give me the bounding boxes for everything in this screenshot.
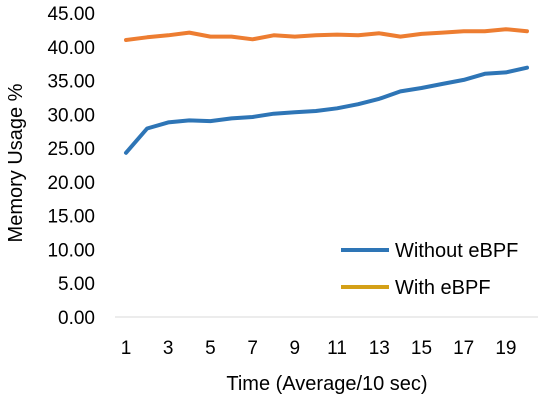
series-lines [124, 27, 529, 155]
x-tick-label: 1 [121, 338, 132, 359]
x-tick-label: 3 [163, 338, 174, 359]
x-tick-label: 19 [495, 338, 516, 359]
series-line-with-ebpf [124, 27, 529, 42]
y-tick-label: 10.00 [47, 240, 95, 261]
y-tick-label: 40.00 [47, 38, 95, 59]
y-tick-label: 15.00 [47, 207, 95, 228]
x-tick-label: 5 [205, 338, 216, 359]
x-tick-label: 11 [327, 338, 347, 359]
x-tick-label: 17 [453, 338, 474, 359]
x-tick-label: 9 [290, 338, 301, 359]
legend-label: With eBPF [395, 277, 491, 299]
x-axis-ticks: 1 3 5 7 9 11 13 15 17 19 [121, 338, 517, 359]
series-line-without-ebpf [124, 65, 529, 155]
y-tick-label: 45.00 [47, 4, 95, 25]
x-tick-label: 13 [369, 338, 390, 359]
x-tick-label: 15 [411, 338, 432, 359]
y-axis-title: Memory Usage % [5, 83, 27, 242]
y-tick-label: 35.00 [47, 72, 95, 93]
y-tick-label: 30.00 [47, 105, 95, 126]
y-tick-label: 20.00 [47, 173, 95, 194]
y-tick-label: 25.00 [47, 139, 95, 160]
y-axis-ticks: 0.00 5.00 10.00 15.00 20.00 25.00 30.00 35.00 40… [47, 4, 95, 329]
legend: Without eBPF With eBPF [341, 240, 518, 299]
y-tick-label: 0.00 [58, 308, 95, 329]
y-tick-label: 5.00 [58, 274, 95, 295]
x-axis-title: Time (Average/10 sec) [226, 373, 427, 395]
legend-label: Without eBPF [395, 240, 518, 262]
x-tick-label: 7 [247, 338, 258, 359]
